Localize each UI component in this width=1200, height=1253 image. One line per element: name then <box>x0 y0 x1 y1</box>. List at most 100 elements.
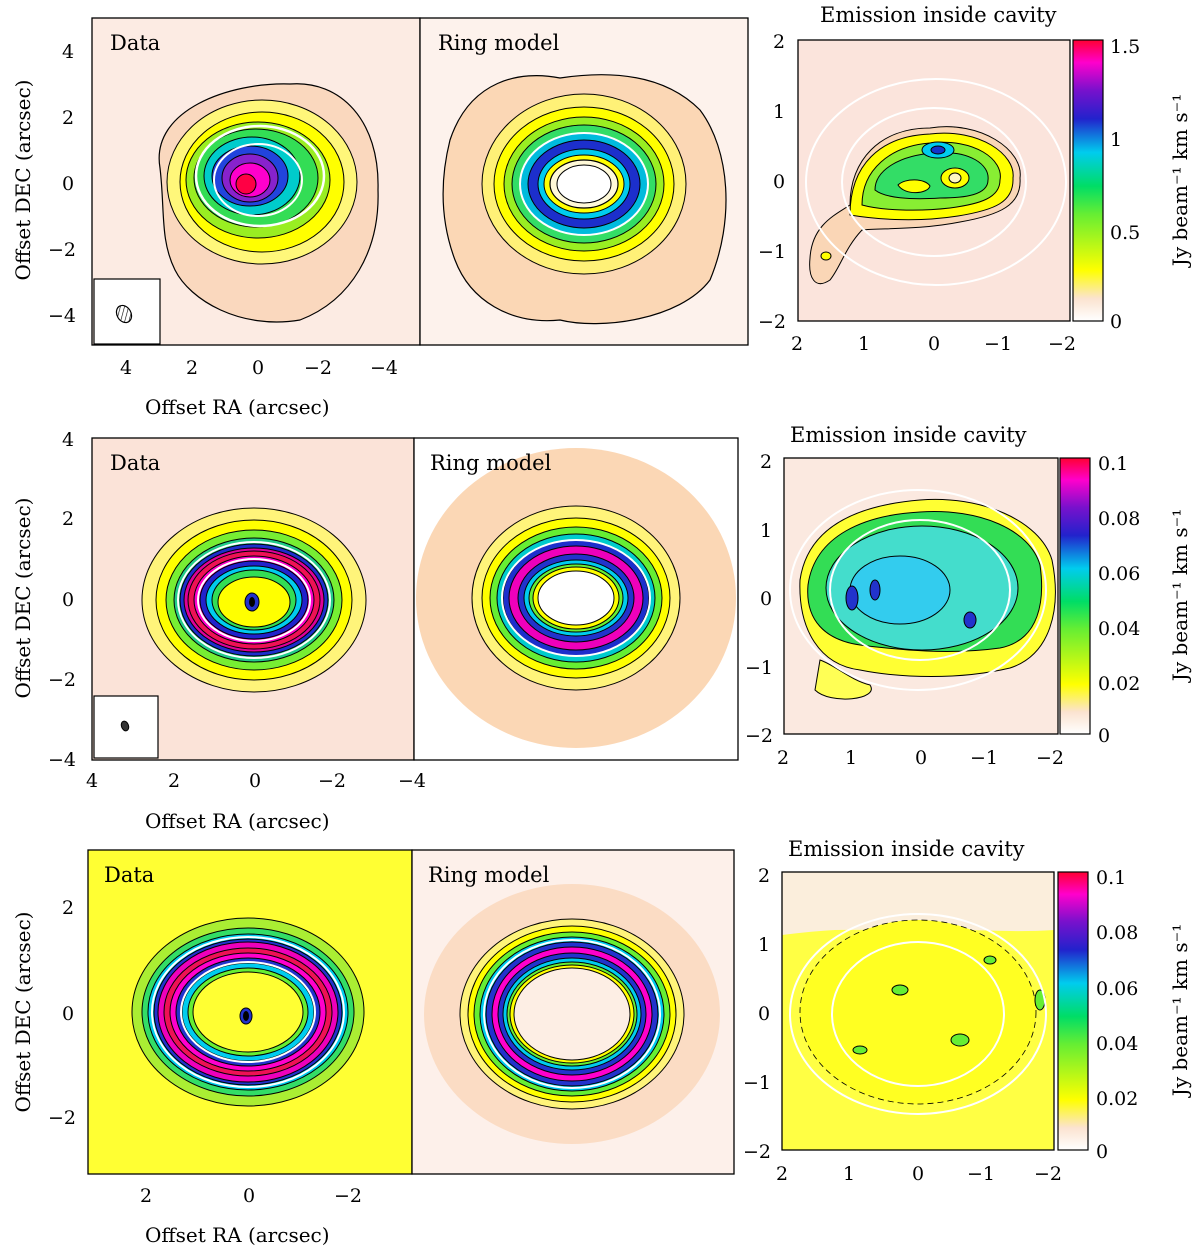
row2-data-label: Data <box>110 451 160 475</box>
row3-cb-tick-5: 0 <box>1096 1141 1108 1163</box>
row3-xtick-1: 0 <box>243 1185 255 1207</box>
row3-data-white-outer <box>151 936 345 1088</box>
row2-cavity-outer-ellipse <box>789 489 1047 691</box>
row3-cavity-inner-ellipse <box>831 941 1005 1087</box>
row2-axes: 4 2 0 −2 −4 4 2 0 −2 −4 Offset RA (arcse… <box>11 429 1064 833</box>
row3-cav-ytick-3: −1 <box>743 1072 771 1094</box>
row3-data-white-inner <box>180 961 316 1063</box>
row2-cb-tick-1: 0.08 <box>1098 508 1140 530</box>
row2-cavity-panel: Emission inside cavity <box>783 423 1059 735</box>
row2-ytick-4: −4 <box>48 749 76 771</box>
row2-cav-xtick-0: 2 <box>777 747 789 769</box>
row1-cb-label: Jy beam⁻¹ km s⁻¹ <box>1168 94 1192 268</box>
row2-xlabel: Offset RA (arcsec) <box>145 809 330 833</box>
row1-xlabel: Offset RA (arcsec) <box>145 395 330 419</box>
row1-cav-ytick-0: 2 <box>773 31 785 53</box>
row1-ytick-4: −4 <box>48 305 76 327</box>
row-3: Data Ring model Emission inside cavity <box>11 837 1192 1247</box>
row3-cavity-title: Emission inside cavity <box>788 837 1025 861</box>
row2-cb-tick-4: 0.02 <box>1098 673 1140 695</box>
row1-cav-xtick-2: 0 <box>928 333 940 355</box>
row3-cavity-outer-ellipse <box>789 913 1047 1115</box>
row1-cav-xtick-3: −1 <box>984 333 1012 355</box>
row2-xtick-0: 4 <box>86 770 98 792</box>
row3-xtick-2: −2 <box>334 1185 362 1207</box>
row1-data-panel: Data <box>91 17 421 346</box>
row1-cb-tick-0: 1.5 <box>1110 36 1140 58</box>
row1-data-label: Data <box>110 31 160 55</box>
row3-cav-xtick-1: 1 <box>843 1163 855 1185</box>
row1-cav-ytick-3: −1 <box>758 241 786 263</box>
row3-cav-ytick-4: −2 <box>743 1141 771 1163</box>
row3-ytick-0: 2 <box>62 897 74 919</box>
row1-axes: 4 2 0 −2 −4 4 2 0 −2 −4 Offset RA (arcse… <box>11 31 1076 419</box>
row1-ytick-3: −2 <box>48 239 76 261</box>
row3-cav-xtick-3: −1 <box>967 1163 995 1185</box>
row1-cav-ytick-1: 1 <box>773 101 785 123</box>
row2-ytick-0: 4 <box>62 429 74 451</box>
row2-cb-label: Jy beam⁻¹ km s⁻¹ <box>1168 509 1192 683</box>
row1-outer-white-ellipse <box>213 143 303 217</box>
row2-cav-xtick-3: −1 <box>970 747 998 769</box>
row3-cav-ytick-1: 1 <box>758 934 770 956</box>
row1-cavity-title: Emission inside cavity <box>820 3 1057 27</box>
row1-inner-white-ellipse <box>194 124 326 228</box>
row2-model-label: Ring model <box>430 451 552 475</box>
row3-cb-tick-0: 0.1 <box>1096 867 1126 889</box>
row3-axes: 2 0 −2 2 0 −2 Offset RA (arcsec) Offset … <box>11 865 1062 1247</box>
row2-cav-ytick-0: 2 <box>760 451 772 473</box>
row2-data-white-outer <box>177 541 331 659</box>
row2-xtick-4: −4 <box>398 770 426 792</box>
row2-cavity-inner-ellipse <box>829 519 1011 661</box>
row2-cav-xtick-4: −2 <box>1036 747 1064 769</box>
row2-xtick-2: 0 <box>249 770 261 792</box>
row1-cavity-outer-ellipse <box>805 78 1067 286</box>
row3-cb-tick-3: 0.04 <box>1096 1033 1138 1055</box>
row3-xtick-0: 2 <box>140 1185 152 1207</box>
row2-cav-ytick-4: −2 <box>745 725 773 747</box>
row1-model-label: Ring model <box>438 31 560 55</box>
row2-cavity-title: Emission inside cavity <box>790 423 1027 447</box>
row1-cav-xtick-0: 2 <box>791 333 803 355</box>
row2-cav-xtick-2: 0 <box>915 747 927 769</box>
row3-cav-xtick-0: 2 <box>776 1163 788 1185</box>
row2-cb-tick-2: 0.06 <box>1098 563 1140 585</box>
row3-model-panel: Ring model <box>411 849 735 1175</box>
row1-cav-ytick-4: −2 <box>758 311 786 333</box>
row3-ytick-2: −2 <box>48 1107 76 1129</box>
row2-ytick-1: 2 <box>62 508 74 530</box>
row2-ytick-3: −2 <box>48 669 76 691</box>
row3-xlabel: Offset RA (arcsec) <box>145 1223 330 1247</box>
row1-cav-xtick-1: 1 <box>858 333 870 355</box>
row3-cav-ytick-0: 2 <box>758 865 770 887</box>
row2-model-panel: Ring model <box>413 437 739 761</box>
row2-cav-ytick-3: −1 <box>745 657 773 679</box>
row2-cav-xtick-1: 1 <box>845 747 857 769</box>
row1-xtick-2: 0 <box>252 357 264 379</box>
row1-cb-tick-2: 0.5 <box>1110 222 1140 244</box>
row3-cb-tick-1: 0.08 <box>1096 922 1138 944</box>
row1-model-panel: Ring model <box>419 17 749 346</box>
row2-cb-tick-5: 0 <box>1098 725 1110 747</box>
row3-data-label: Data <box>104 863 154 887</box>
row1-xtick-4: −4 <box>370 357 398 379</box>
row2-ylabel: Offset DEC (arcsec) <box>11 498 35 699</box>
row1-cavity-inner-ellipse <box>841 107 1027 257</box>
row3-cavity-panel: Emission inside cavity <box>781 837 1055 1151</box>
row1-ytick-1: 2 <box>62 107 74 129</box>
row1-xtick-1: 2 <box>186 357 198 379</box>
row3-cb-tick-4: 0.02 <box>1096 1088 1138 1110</box>
row1-beam <box>115 304 133 324</box>
row3-model-label: Ring model <box>428 863 550 887</box>
row-1: Data Ring model Emission inside cavity <box>11 3 1192 419</box>
row1-colorbar: 1.5 1 0.5 0 Jy beam⁻¹ km s⁻¹ <box>1072 36 1192 333</box>
row3-ytick-1: 0 <box>62 1003 74 1025</box>
row3-cb-label: Jy beam⁻¹ km s⁻¹ <box>1168 924 1192 1098</box>
row2-xtick-3: −2 <box>318 770 346 792</box>
row1-xtick-3: −2 <box>304 357 332 379</box>
row2-ytick-2: 0 <box>62 589 74 611</box>
row2-data-panel: Data <box>91 437 415 761</box>
row3-ylabel: Offset DEC (arcsec) <box>11 912 35 1113</box>
row1-cavity-panel: Emission inside cavity <box>797 3 1071 322</box>
